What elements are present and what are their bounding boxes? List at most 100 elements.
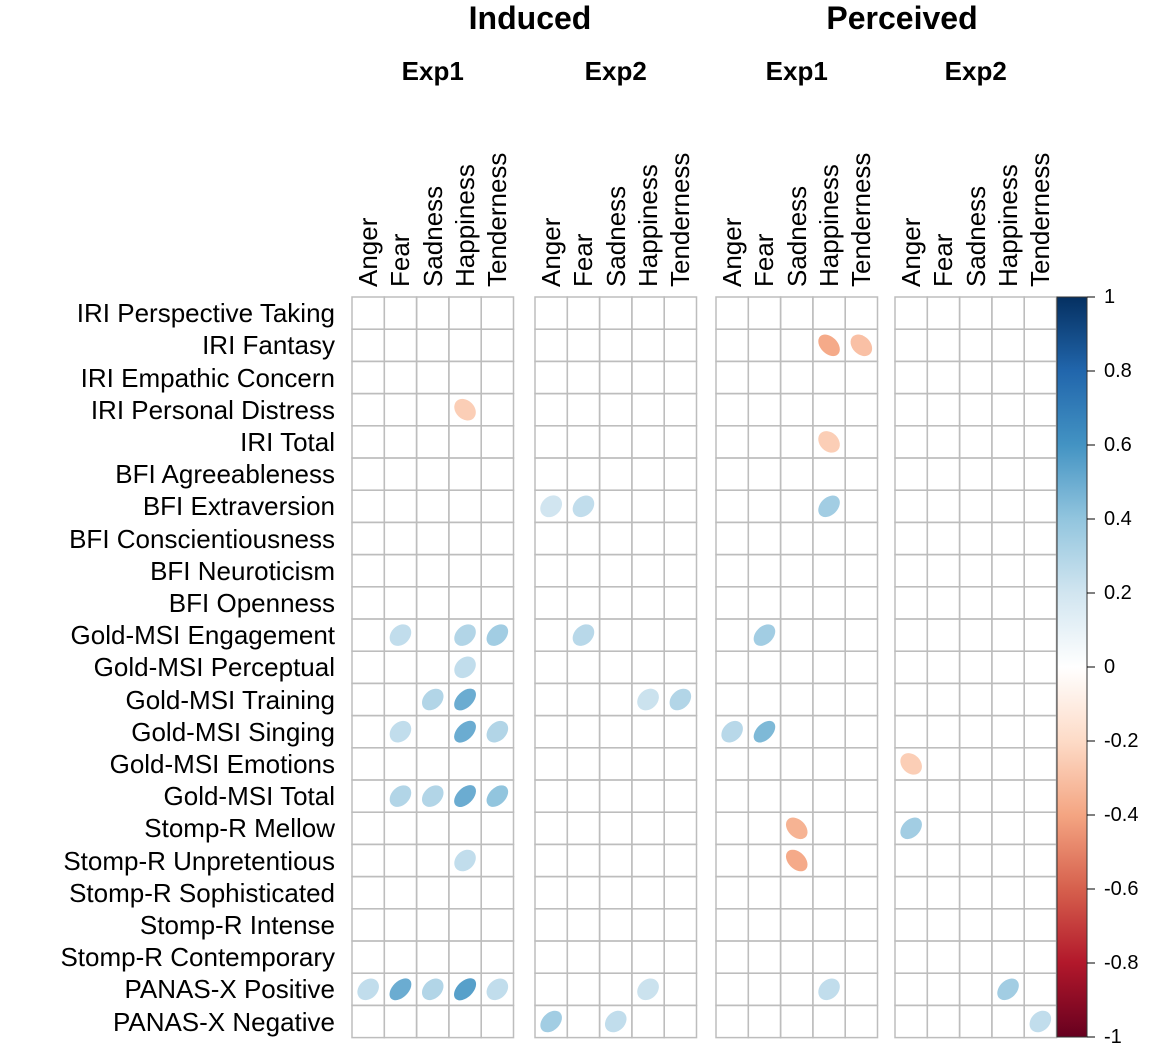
grid-cell <box>351 682 386 717</box>
grid-cell <box>351 586 386 620</box>
grid-cell <box>926 940 961 974</box>
grid-cell <box>566 457 601 491</box>
grid-cell <box>566 972 601 1007</box>
row-label: Stomp-R Intense <box>139 909 335 940</box>
correlation-ellipse <box>421 785 444 807</box>
grid-cell <box>926 843 961 878</box>
grid-cell <box>415 940 450 974</box>
correlation-ellipse <box>818 334 840 357</box>
experiment-heading: Exp2 <box>584 56 647 86</box>
grid-cell <box>958 779 993 813</box>
grid-cell <box>715 521 750 556</box>
grid-cell <box>383 425 418 459</box>
correlation-ellipse <box>900 753 922 775</box>
grid-cell <box>991 779 1025 813</box>
grid-cell <box>958 618 993 652</box>
grid-cell <box>448 521 482 556</box>
grid-cell <box>351 779 386 813</box>
grid-cell <box>631 360 665 395</box>
column-label: Sadness <box>960 185 991 287</box>
grid-cell <box>598 908 633 942</box>
grid-cell <box>958 553 993 588</box>
grid-cell <box>812 779 846 813</box>
grid-cell <box>351 811 386 846</box>
grid-cell <box>598 360 633 395</box>
grid-cell <box>383 747 418 781</box>
column-label: Happiness <box>813 164 844 287</box>
grid-cell <box>747 553 782 588</box>
grid-cell <box>383 875 418 910</box>
column-label: Fear <box>568 233 599 287</box>
grid-cell <box>747 811 782 846</box>
grid-cell <box>894 714 929 749</box>
row-label: IRI Personal Distress <box>90 394 335 425</box>
grid-cell <box>779 682 814 717</box>
grid-cell <box>566 714 601 749</box>
grid-cell <box>747 972 782 1007</box>
colorbar-tick-label: 1 <box>1104 286 1116 308</box>
grid-cell <box>894 553 929 588</box>
grid-cell <box>747 908 782 942</box>
grid-cell <box>1023 586 1058 620</box>
grid-cell <box>812 747 846 781</box>
grid-cell <box>894 360 929 395</box>
grid-cell <box>598 843 633 878</box>
grid-cell <box>566 682 601 717</box>
grid-cell <box>747 650 782 685</box>
grid-cell <box>715 908 750 942</box>
grid-cell <box>926 650 961 685</box>
grid-cell <box>663 328 698 363</box>
grid-cell <box>351 747 386 781</box>
correlation-ellipse <box>785 817 808 840</box>
grid-cell <box>351 392 386 427</box>
grid-cell <box>480 360 515 395</box>
grid-cell <box>598 714 633 749</box>
grid-cell <box>566 1004 601 1039</box>
grid-cell <box>663 972 698 1007</box>
grid-cell <box>991 650 1025 685</box>
grid-cell <box>383 296 418 330</box>
grid-cell <box>351 360 386 395</box>
grid-cell <box>958 875 993 910</box>
grid-cell <box>534 392 569 427</box>
grid-cell <box>812 908 846 942</box>
grid-cell <box>351 521 386 556</box>
grid-cell <box>894 875 929 910</box>
grid-cell <box>448 811 482 846</box>
grid-cell <box>534 779 569 813</box>
grid-cell <box>448 908 482 942</box>
grid-cell <box>534 521 569 556</box>
grid-cell <box>844 682 879 717</box>
grid-cell <box>779 489 814 524</box>
correlation-ellipse <box>486 785 509 807</box>
grid-cell <box>480 586 515 620</box>
correlation-ellipse <box>850 334 873 357</box>
grid-cell <box>480 296 515 330</box>
grid-cell <box>383 940 418 974</box>
correlation-ellipse <box>604 1010 627 1033</box>
grid-cell <box>991 360 1025 395</box>
grid-cell <box>812 392 846 427</box>
grid-cell <box>844 586 879 620</box>
grid-cell <box>415 714 450 749</box>
grid-cell <box>534 875 569 910</box>
grid-cell <box>715 553 750 588</box>
correlation-ellipse <box>486 978 509 1001</box>
grid-cell <box>534 811 569 846</box>
grid-cell <box>812 811 846 846</box>
column-label: Anger <box>717 217 747 287</box>
grid-cell <box>812 940 846 974</box>
grid-cell <box>351 328 386 363</box>
grid-cell <box>663 1004 698 1039</box>
grid-cell <box>1023 779 1058 813</box>
grid-cell <box>894 1004 929 1039</box>
correlation-ellipse <box>1029 1010 1052 1033</box>
grid-cell <box>926 714 961 749</box>
grid-cell <box>566 908 601 942</box>
grid-cell <box>598 328 633 363</box>
panel-perceived-exp1 <box>715 296 879 1039</box>
grid-cell <box>1023 328 1058 363</box>
column-label: Tenderness <box>665 152 696 287</box>
grid-cell <box>844 714 879 749</box>
correlation-ellipse <box>572 624 595 646</box>
